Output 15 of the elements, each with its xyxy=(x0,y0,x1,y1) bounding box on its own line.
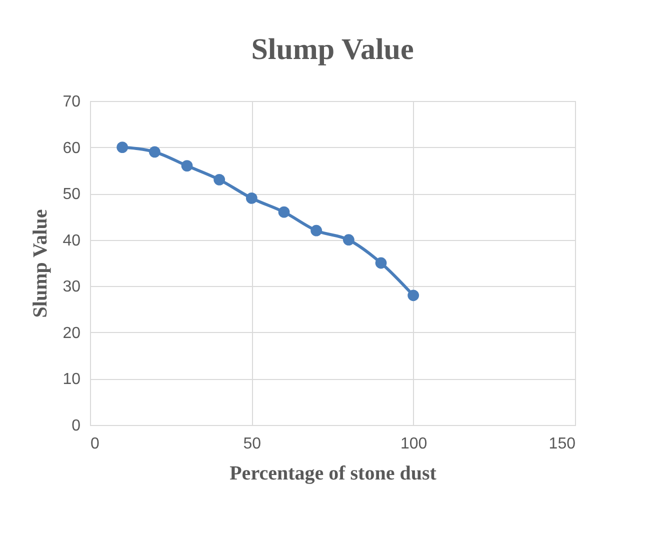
x-axis-title: Percentage of stone dust xyxy=(230,462,437,484)
y-tick-label: 70 xyxy=(62,94,81,110)
chart-title: Slump Value xyxy=(251,33,414,66)
y-axis-title: Slump Value xyxy=(30,209,52,318)
x-tick-label: 100 xyxy=(400,436,428,452)
x-tick-label: 150 xyxy=(548,436,576,452)
y-tick-label: 60 xyxy=(62,140,81,157)
x-tick-label: 0 xyxy=(90,436,100,452)
y-tick-label: 40 xyxy=(62,232,81,250)
y-tick-label: 50 xyxy=(62,186,81,204)
y-tick-label: 20 xyxy=(62,324,81,342)
y-tick-label: 0 xyxy=(72,418,81,434)
y-tick-label: 30 xyxy=(62,278,81,296)
x-tick-label: 50 xyxy=(243,436,262,452)
y-tick-label: 10 xyxy=(62,371,81,388)
